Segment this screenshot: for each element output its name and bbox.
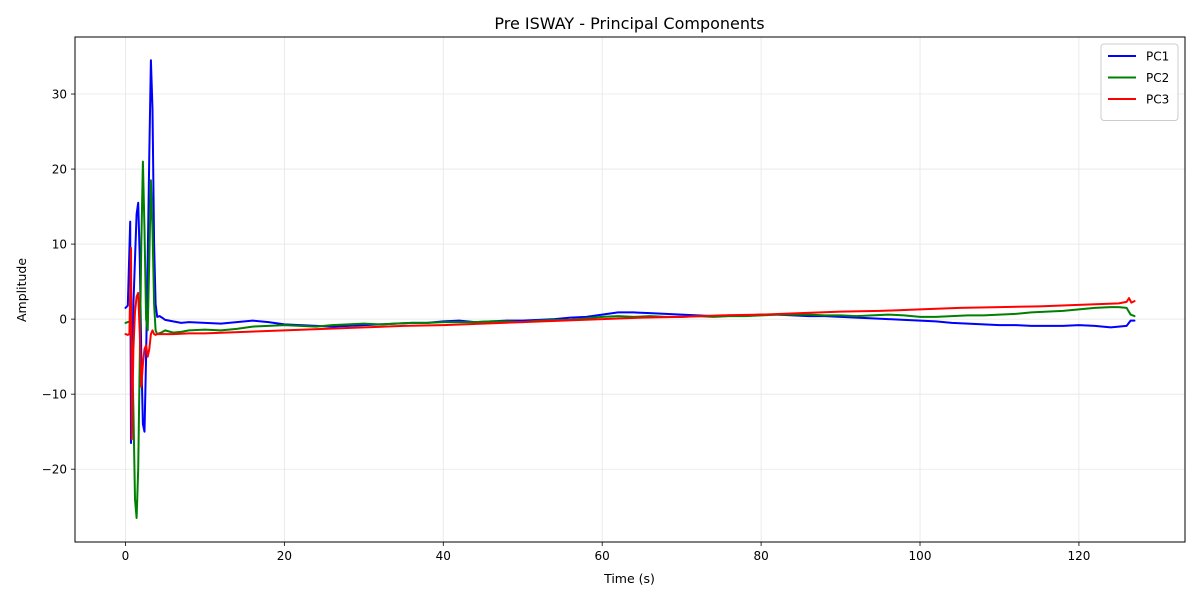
x-tick-label: 0: [122, 549, 130, 563]
legend: PC1 PC2 PC3: [1100, 43, 1179, 121]
y-tick-label: 30: [52, 88, 67, 102]
plot-area: [124, 59, 1136, 519]
axes-frame: [74, 36, 1186, 543]
legend-box: [1100, 43, 1179, 121]
y-tick-label: 10: [52, 238, 67, 252]
x-axis-label: Time (s): [603, 571, 655, 586]
legend-label: PC1: [1146, 50, 1169, 64]
x-tick-label: 80: [753, 549, 768, 563]
x-axis-ticks: 0 20 40 60 80 100 120: [122, 542, 1090, 563]
y-tick-label: −10: [42, 388, 67, 402]
y-tick-label: −20: [42, 463, 67, 477]
x-tick-label: 60: [595, 549, 610, 563]
x-tick-label: 100: [909, 549, 932, 563]
series-line-pc3: [124, 246, 1136, 441]
x-tick-label: 40: [436, 549, 451, 563]
y-tick-label: 0: [59, 313, 67, 327]
y-axis-ticks: −20 −10 0 10 20 30: [42, 88, 75, 477]
x-tick-label: 120: [1067, 549, 1090, 563]
chart-title: Pre ISWAY - Principal Components: [494, 14, 764, 33]
x-tick-label: 20: [277, 549, 292, 563]
legend-label: PC3: [1146, 93, 1169, 107]
legend-label: PC2: [1146, 71, 1169, 85]
y-tick-label: 20: [52, 163, 67, 177]
series-line-pc2: [124, 160, 1136, 519]
grid: [75, 37, 1185, 542]
y-axis-label: Amplitude: [14, 258, 29, 322]
